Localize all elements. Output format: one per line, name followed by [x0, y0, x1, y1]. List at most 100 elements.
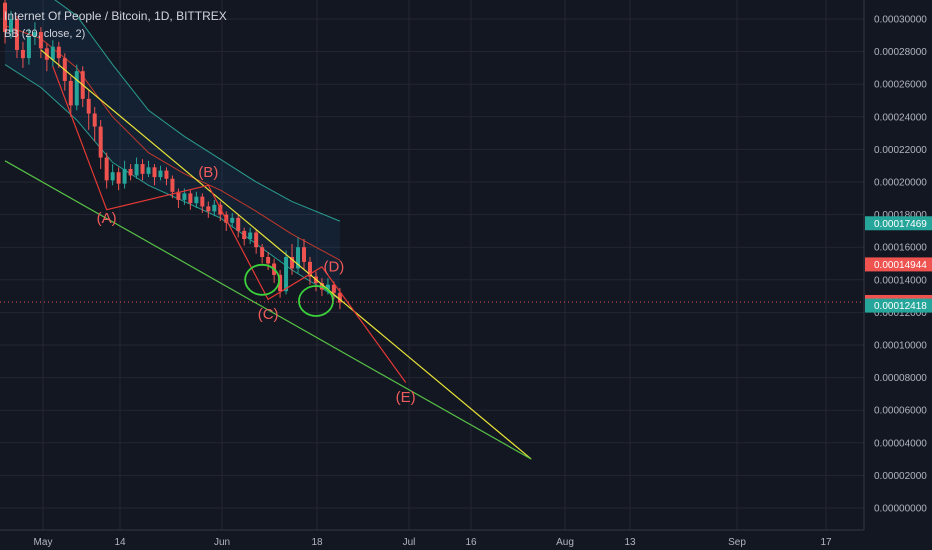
candle[interactable] [152, 164, 157, 186]
candle[interactable] [176, 188, 181, 209]
wave-label: (E) [396, 389, 416, 406]
candle[interactable] [206, 201, 211, 218]
highlight-circle[interactable] [244, 263, 281, 296]
candle[interactable] [56, 41, 61, 68]
candle-body [8, 19, 13, 33]
candle[interactable] [20, 41, 25, 68]
candle[interactable] [68, 76, 73, 117]
candle[interactable] [146, 160, 151, 178]
candle-body [86, 98, 91, 114]
price-badge: 0.00014944 [865, 257, 932, 272]
candle-body [242, 230, 247, 240]
candle[interactable] [116, 167, 121, 191]
candle-body [230, 217, 235, 223]
candle[interactable] [26, 28, 31, 65]
candle-body [128, 168, 133, 176]
candle[interactable] [302, 239, 306, 271]
candle-body [331, 284, 336, 293]
candle-body [26, 36, 31, 59]
price-badge: 0.00017469 [865, 216, 932, 231]
candle-body [188, 193, 193, 204]
plot-area [0, 0, 864, 530]
candle[interactable] [44, 43, 49, 72]
candle[interactable] [50, 40, 55, 67]
candle-body [50, 46, 55, 60]
candle[interactable] [92, 107, 97, 142]
candle[interactable] [278, 270, 283, 298]
candle-body [325, 284, 330, 290]
y-tick-label: 0.00010000 [874, 341, 927, 352]
candle[interactable] [38, 27, 43, 59]
price-badge: 0.00012418 [865, 298, 932, 313]
candle-body [140, 164, 145, 174]
wave-label: (D) [323, 259, 344, 276]
candle-body [278, 274, 283, 292]
candle[interactable] [74, 64, 79, 111]
candle[interactable] [230, 212, 235, 228]
candle[interactable] [284, 250, 289, 295]
candle[interactable] [32, 22, 37, 46]
candle-body [200, 196, 205, 207]
candle-body [14, 19, 19, 50]
trendline-lower[interactable] [4, 160, 532, 460]
candle[interactable] [140, 159, 145, 181]
price-badge-bg [865, 216, 932, 231]
indicator-label: BB (20, close, 2) [4, 28, 86, 40]
candle[interactable] [188, 190, 193, 210]
candle[interactable] [307, 256, 312, 285]
candle[interactable] [248, 227, 253, 244]
y-tick-label: 0.00006000 [874, 406, 927, 417]
y-tick-label: 0.00028000 [874, 47, 927, 58]
candle[interactable] [242, 227, 247, 246]
candle-body [38, 32, 43, 49]
candle[interactable] [164, 167, 169, 186]
y-tick-label: 0.00018000 [874, 210, 927, 221]
trendline-upper[interactable] [40, 49, 532, 460]
candles [3, 0, 342, 310]
candle-body [20, 49, 25, 59]
candle[interactable] [3, 0, 7, 44]
candle[interactable] [218, 201, 223, 222]
candle[interactable] [8, 10, 13, 39]
candle-body [74, 71, 79, 106]
candle-body [170, 178, 175, 192]
highlight-circle[interactable] [298, 285, 334, 317]
candle[interactable] [134, 157, 139, 179]
candle[interactable] [14, 15, 19, 59]
candle[interactable] [194, 191, 199, 209]
candle[interactable] [331, 281, 336, 300]
x-tick-label: 13 [624, 537, 636, 548]
candle[interactable] [104, 152, 109, 189]
candle[interactable] [110, 164, 115, 186]
y-tick-label: 0.00008000 [874, 373, 927, 384]
x-tick-label: Jun [214, 537, 230, 548]
price-badge-label: 0.00014944 [874, 260, 927, 271]
candle[interactable] [236, 214, 241, 238]
candle-body [236, 217, 241, 231]
candle[interactable] [128, 164, 133, 181]
candle-body [122, 168, 127, 184]
candle-body [194, 196, 199, 204]
candle-body [110, 172, 115, 181]
bb-fill [5, 0, 340, 300]
candle[interactable] [260, 243, 265, 264]
candle-body [56, 46, 61, 59]
candle[interactable] [158, 165, 163, 181]
candle[interactable] [254, 229, 259, 254]
candle[interactable] [86, 90, 91, 130]
candle[interactable] [122, 160, 127, 189]
candle[interactable] [266, 252, 271, 271]
y-axis: 0.00000000 0.00002000 0.00004000 0.00006000… [874, 15, 927, 515]
candle-body [98, 126, 103, 158]
candle-body [254, 232, 259, 248]
x-tick-label: Aug [556, 537, 574, 548]
candle[interactable] [98, 120, 103, 169]
wave-path[interactable] [52, 66, 407, 383]
candle[interactable] [296, 237, 301, 274]
candle[interactable] [200, 193, 205, 213]
candle-body [206, 206, 211, 212]
candle[interactable] [325, 278, 330, 295]
candle[interactable] [212, 199, 217, 217]
